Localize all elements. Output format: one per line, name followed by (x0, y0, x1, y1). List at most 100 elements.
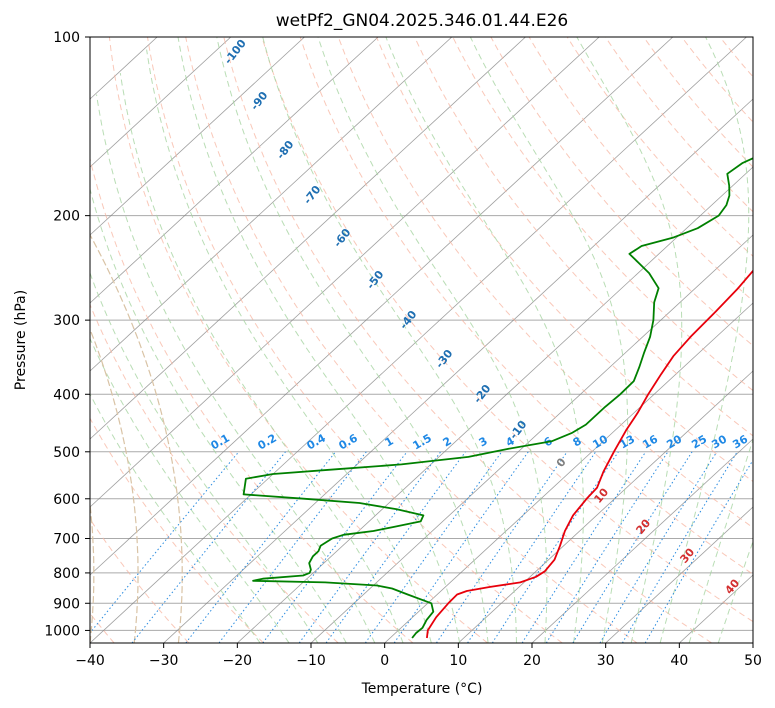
isotherm-line (90, 37, 600, 508)
dry-adiabat-label: -70 (301, 183, 324, 207)
isotherm-line (90, 37, 674, 576)
x-tick-label: 20 (523, 653, 541, 669)
dry-adiabat-line (90, 156, 414, 643)
mixing-ratio-line (572, 451, 693, 643)
mixing-ratio-label: 0.4 (305, 431, 329, 452)
dry-adiabat-label: -20 (471, 382, 494, 406)
isotherm-line (90, 37, 526, 440)
moist-adiabat-line (317, 37, 548, 643)
dry-adiabat-label: -60 (331, 226, 354, 250)
dry-adiabat-line (223, 37, 712, 643)
dry-adiabat-line (299, 37, 753, 575)
mixing-ratio-line (325, 451, 466, 643)
y-tick-label: 500 (53, 445, 80, 461)
mixing-ratio-label: 36 (730, 432, 750, 451)
mixing-ratio-line (435, 451, 568, 643)
moist-adiabat-line (576, 37, 683, 643)
temperature-line (426, 269, 753, 639)
isotherm-line (384, 302, 753, 643)
mixing-ratio-label: 0.2 (256, 431, 279, 452)
dry-adiabat-label: -30 (433, 347, 456, 371)
dry-adiabat-line (414, 37, 753, 437)
isotherm-line (752, 642, 753, 643)
moist-adiabat-line (177, 37, 461, 643)
y-axis-label: Pressure (hPa) (13, 290, 29, 390)
moist-adiabat-line (659, 37, 750, 643)
moist-adiabat-line (385, 37, 584, 643)
dry-adiabat-line (758, 37, 775, 643)
dry-adiabat-line (90, 417, 264, 643)
moist-adiabat-line (96, 94, 376, 643)
mixing-ratio-line (364, 451, 503, 643)
y-tick-label: 900 (53, 596, 80, 612)
mixing-ratio-label: 16 (640, 432, 660, 451)
dry-adiabat-line (719, 37, 753, 78)
dry-adiabat-line (337, 37, 753, 529)
moist-adiabat-label: 40 (722, 576, 742, 596)
x-tick-label: 50 (744, 653, 762, 669)
chart-title: wetPf2_GN04.2025.346.01.44.E26 (276, 11, 568, 31)
moist-adiabat-line (216, 37, 489, 643)
dry-adiabat-line (147, 37, 563, 643)
isotherm-line (163, 98, 753, 643)
dry-adiabat-line (566, 37, 753, 257)
mixing-ratio-line (262, 451, 408, 643)
mixing-ratio-label: 2 (441, 434, 454, 449)
y-tick-label: 100 (53, 30, 80, 46)
moist-adiabat-line (688, 437, 753, 643)
mixing-ratio-label: 3 (477, 434, 490, 449)
x-tick-label: 40 (670, 653, 688, 669)
y-tick-label: 700 (53, 532, 80, 548)
moist-adiabat-line (90, 271, 319, 643)
isotherm-line (90, 37, 453, 372)
x-tick-label: −40 (75, 653, 105, 669)
moist-adiabat-label: 10 (591, 485, 611, 505)
isotherm-line (458, 370, 753, 643)
dewpoint-line (242, 157, 753, 639)
x-tick-label: 30 (597, 653, 615, 669)
mixing-ratio-line (599, 451, 718, 643)
dry-adiabat-line (185, 37, 638, 643)
mixing-ratio-line (621, 451, 738, 643)
y-tick-label: 1000 (44, 623, 80, 639)
mixing-ratio-label: 1 (383, 434, 396, 449)
dry-adiabat-label: -50 (364, 268, 387, 292)
dry-adiabat-line (643, 37, 753, 168)
y-tick-label: 200 (53, 209, 80, 225)
reference-curve (90, 499, 95, 643)
x-tick-label: −30 (149, 653, 179, 669)
isotherm-line (90, 37, 747, 643)
isotherm-line (90, 37, 232, 168)
isotherm-line (90, 37, 305, 236)
x-tick-label: 0 (380, 653, 389, 669)
moist-adiabat-line (90, 187, 347, 643)
mixing-ratio-line (393, 451, 529, 643)
y-tick-label: 300 (53, 313, 80, 329)
dry-adiabat-label: -90 (248, 89, 271, 113)
isotherm-line (0, 37, 10, 643)
dry-adiabat-label: -80 (274, 138, 297, 162)
y-tick-label: 400 (53, 387, 80, 403)
moist-adiabat-label: 30 (677, 545, 697, 565)
mixing-ratio-line (545, 451, 669, 643)
moist-adiabat-line (90, 337, 290, 643)
isotherm-line (90, 37, 379, 304)
mixing-ratio-line (185, 451, 336, 643)
isotherm-line (605, 506, 753, 643)
moist-adiabat-line (146, 49, 432, 643)
moist-adiabat-line (469, 37, 629, 643)
mixing-ratio-label: 10 (590, 432, 610, 451)
dry-adiabat-label: -40 (397, 308, 420, 332)
x-tick-label: −10 (296, 653, 326, 669)
moist-adiabat-line (119, 72, 404, 643)
isotherm-line (237, 166, 753, 643)
x-tick-label: −20 (223, 653, 253, 669)
mixing-ratio-line (521, 451, 647, 643)
mixing-ratio-line (298, 451, 442, 643)
mixing-ratio-line (90, 451, 240, 634)
plot-frame (89, 36, 754, 644)
isotherm-line (310, 234, 753, 643)
mixing-ratio-label: 20 (664, 432, 684, 451)
mixing-ratio-line (467, 451, 597, 643)
